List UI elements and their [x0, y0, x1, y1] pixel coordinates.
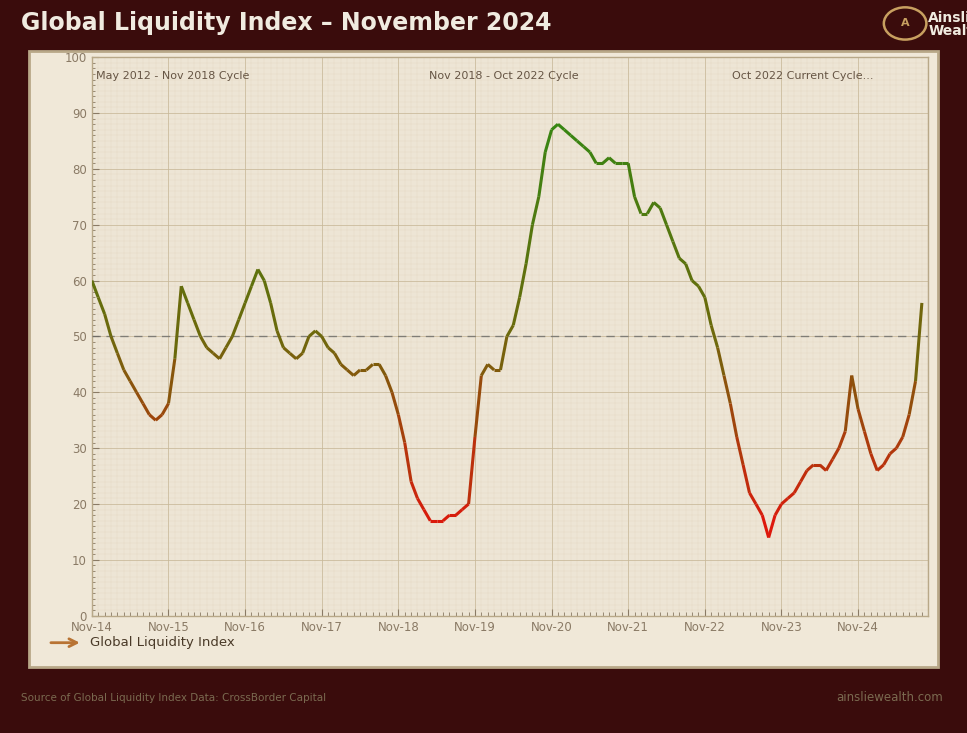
Text: Global Liquidity Index: Global Liquidity Index [90, 636, 235, 649]
Text: May 2012 - Nov 2018 Cycle: May 2012 - Nov 2018 Cycle [96, 71, 249, 81]
Text: Ainslie: Ainslie [928, 11, 967, 26]
Text: ainsliewealth.com: ainsliewealth.com [836, 691, 943, 704]
Text: Wealth.: Wealth. [928, 23, 967, 38]
Text: Global Liquidity Index – November 2024: Global Liquidity Index – November 2024 [21, 12, 552, 35]
Text: Source of Global Liquidity Index Data: CrossBorder Capital: Source of Global Liquidity Index Data: C… [21, 693, 327, 703]
Text: Oct 2022 Current Cycle...: Oct 2022 Current Cycle... [732, 71, 873, 81]
Text: A: A [901, 18, 909, 29]
Text: Nov 2018 - Oct 2022 Cycle: Nov 2018 - Oct 2022 Cycle [429, 71, 578, 81]
